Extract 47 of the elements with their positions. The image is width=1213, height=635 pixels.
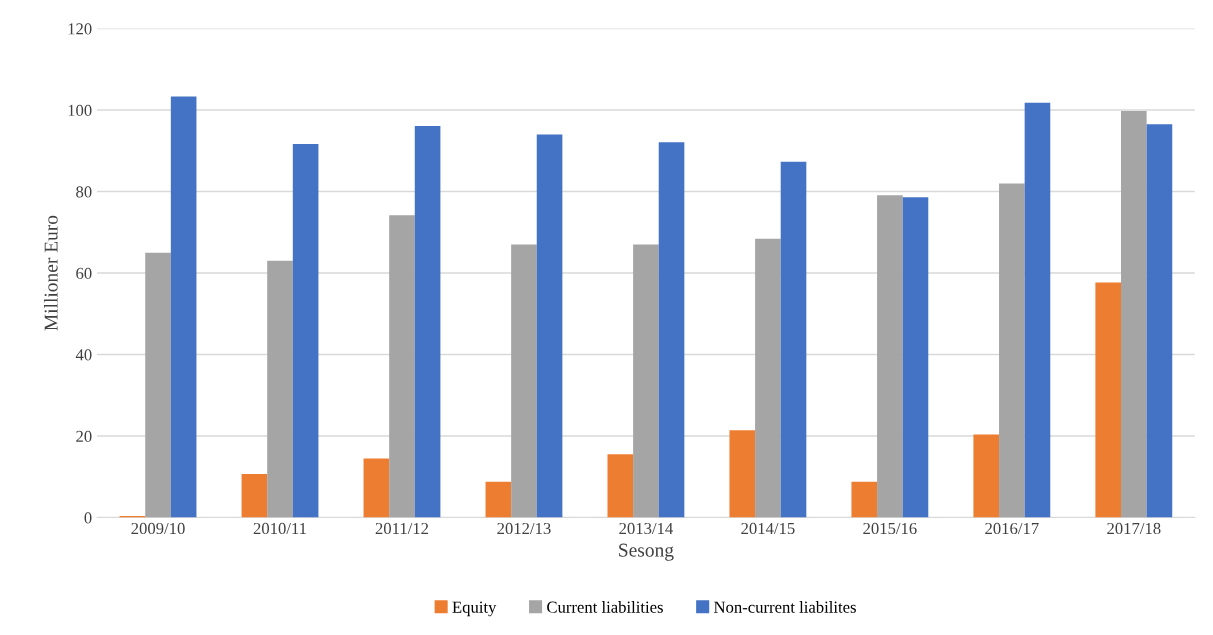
bar xyxy=(633,244,659,518)
bar xyxy=(1146,124,1173,518)
bar xyxy=(1024,102,1051,518)
y-tick-label: 40 xyxy=(75,349,92,361)
bar xyxy=(145,252,171,518)
legend-label: Current liabilities xyxy=(547,601,663,613)
y-tick-label: 0 xyxy=(84,512,92,524)
bar xyxy=(1121,110,1147,518)
bar xyxy=(658,142,685,518)
x-tick-label: 2014/15 xyxy=(741,522,795,535)
y-tick-label: 60 xyxy=(76,267,92,279)
bar xyxy=(1095,282,1122,518)
y-axis-title: Millioner Euro xyxy=(43,215,58,331)
bar xyxy=(363,458,390,518)
legend-label: Equity xyxy=(452,601,497,617)
bar xyxy=(414,125,441,518)
bar xyxy=(485,481,512,518)
bar xyxy=(536,134,563,518)
bar xyxy=(973,434,1000,518)
bar xyxy=(729,430,756,518)
bar xyxy=(267,260,293,518)
y-tick-label: 100 xyxy=(68,104,92,117)
bar xyxy=(999,183,1025,518)
y-tick-label: 20 xyxy=(76,430,92,442)
x-tick-label: 2010/11 xyxy=(253,522,306,535)
x-tick-label: 2009/10 xyxy=(131,522,185,535)
bar xyxy=(389,215,415,518)
bar xyxy=(902,197,929,518)
x-tick-label: 2011/12 xyxy=(375,522,429,535)
bar xyxy=(607,454,634,518)
bar xyxy=(755,238,781,518)
bar xyxy=(511,244,537,518)
bar xyxy=(851,481,878,518)
x-tick-label: 2012/13 xyxy=(497,522,551,535)
x-tick-label: 2013/14 xyxy=(619,522,673,535)
bar xyxy=(170,96,197,518)
x-tick-label: 2017/18 xyxy=(1107,522,1161,535)
bar xyxy=(241,473,268,518)
y-tick-label: 80 xyxy=(76,186,92,198)
x-tick-label: 2016/17 xyxy=(985,522,1039,535)
x-axis-title: Sesong xyxy=(619,543,674,561)
y-tick-label: 120 xyxy=(68,23,92,35)
legend-label: Non-current liabilites xyxy=(714,601,856,613)
x-tick-label: 2015/16 xyxy=(863,522,917,535)
bar xyxy=(780,161,807,518)
bar xyxy=(877,195,903,518)
bar xyxy=(292,143,319,518)
